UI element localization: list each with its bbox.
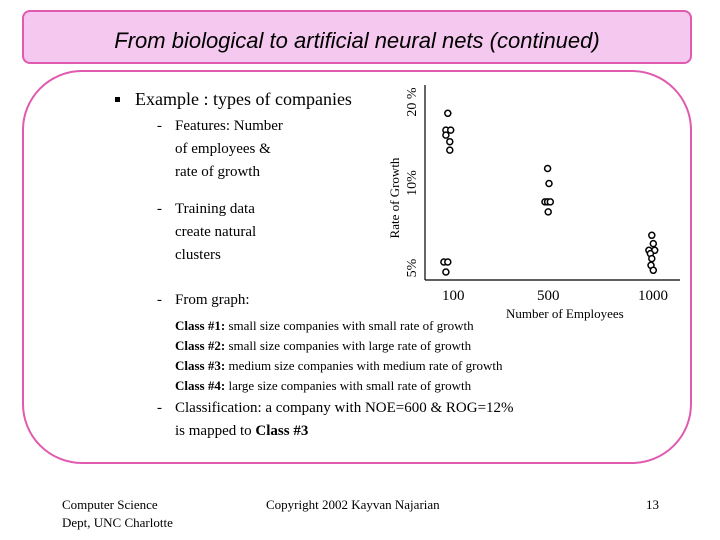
class-1-line: Class #1: small size companies with smal… bbox=[175, 318, 474, 334]
data-point bbox=[545, 179, 553, 188]
data-point bbox=[649, 266, 658, 275]
data-point bbox=[444, 109, 452, 118]
classification-class: Class #3 bbox=[255, 423, 309, 439]
content-box bbox=[22, 70, 692, 464]
x-tick-1000: 1000 bbox=[638, 288, 668, 304]
footer-page-number: 13 bbox=[646, 497, 659, 512]
footer-dept-line-1: Computer Science bbox=[62, 497, 158, 512]
class-4-line: Class #4: large size companies with smal… bbox=[175, 378, 471, 394]
class-1-text: small size companies with small rate of … bbox=[225, 318, 474, 333]
dash-features: - bbox=[157, 118, 162, 134]
y-tick-label: 10% bbox=[405, 170, 420, 196]
data-point bbox=[446, 126, 455, 134]
dash-from-graph: - bbox=[157, 292, 162, 308]
features-line-3: rate of growth bbox=[175, 164, 260, 180]
class-2-line: Class #2: small size companies with larg… bbox=[175, 338, 471, 354]
y-tick-label: 5% bbox=[405, 258, 420, 277]
x-tick-500: 500 bbox=[537, 288, 560, 304]
data-point bbox=[649, 239, 658, 248]
data-point bbox=[648, 231, 656, 240]
bullet-square-icon bbox=[115, 97, 120, 102]
x-axis-label: Number of Employees bbox=[506, 306, 624, 321]
data-point bbox=[446, 137, 454, 146]
data-point bbox=[442, 268, 450, 276]
class-3-text: medium size companies with medium rate o… bbox=[225, 358, 503, 373]
class-4-label: Class #4: bbox=[175, 378, 226, 393]
y-tick-label: 20 % bbox=[405, 87, 420, 117]
class-2-label: Class #2: bbox=[175, 338, 226, 353]
classification-prefix: is mapped to bbox=[175, 423, 256, 439]
training-line-3: clusters bbox=[175, 247, 221, 263]
data-point bbox=[648, 254, 656, 263]
data-point bbox=[546, 198, 555, 206]
class-4-text: large size companies with small rate of … bbox=[225, 378, 472, 393]
scatter-plot: Rate of Growth 5% 10% 20 % bbox=[387, 85, 680, 281]
training-line-1: Training data bbox=[175, 201, 255, 217]
data-point bbox=[544, 208, 552, 216]
class-2-text: small size companies with large rate of … bbox=[225, 338, 472, 353]
y-tick-labels: 5% 10% 20 % bbox=[405, 87, 420, 277]
data-point bbox=[442, 131, 450, 139]
data-point bbox=[446, 146, 454, 154]
training-line-2: create natural bbox=[175, 224, 257, 240]
class-1-label: Class #1: bbox=[175, 318, 226, 333]
dash-training: - bbox=[157, 201, 162, 217]
class-3-line: Class #3: medium size companies with med… bbox=[175, 358, 502, 374]
data-points bbox=[440, 109, 659, 276]
footer-copyright: Copyright 2002 Kayvan Najarian bbox=[266, 497, 440, 512]
data-point bbox=[444, 258, 452, 266]
y-axis-label: Rate of Growth bbox=[387, 157, 402, 238]
x-tick-100: 100 bbox=[442, 288, 465, 304]
example-heading: Example : types of companies bbox=[135, 89, 352, 109]
class-3-label: Class #3: bbox=[175, 358, 226, 373]
dash-classification: - bbox=[157, 400, 162, 416]
data-point bbox=[543, 164, 552, 173]
title-box: From biological to artificial neural net… bbox=[22, 10, 692, 64]
features-line-2: of employees & bbox=[175, 141, 271, 157]
slide-title: From biological to artificial neural net… bbox=[114, 28, 600, 53]
features-line-1: Features: Number bbox=[175, 118, 283, 134]
from-graph-label: From graph: bbox=[175, 292, 250, 308]
footer-dept-line-2: Dept, UNC Charlotte bbox=[62, 515, 173, 530]
classification-line-2: is mapped to Class #3 bbox=[175, 423, 308, 440]
y-axis-label-group: Rate of Growth bbox=[387, 157, 402, 238]
classification-line-1: Classification: a company with NOE=600 &… bbox=[175, 400, 514, 416]
